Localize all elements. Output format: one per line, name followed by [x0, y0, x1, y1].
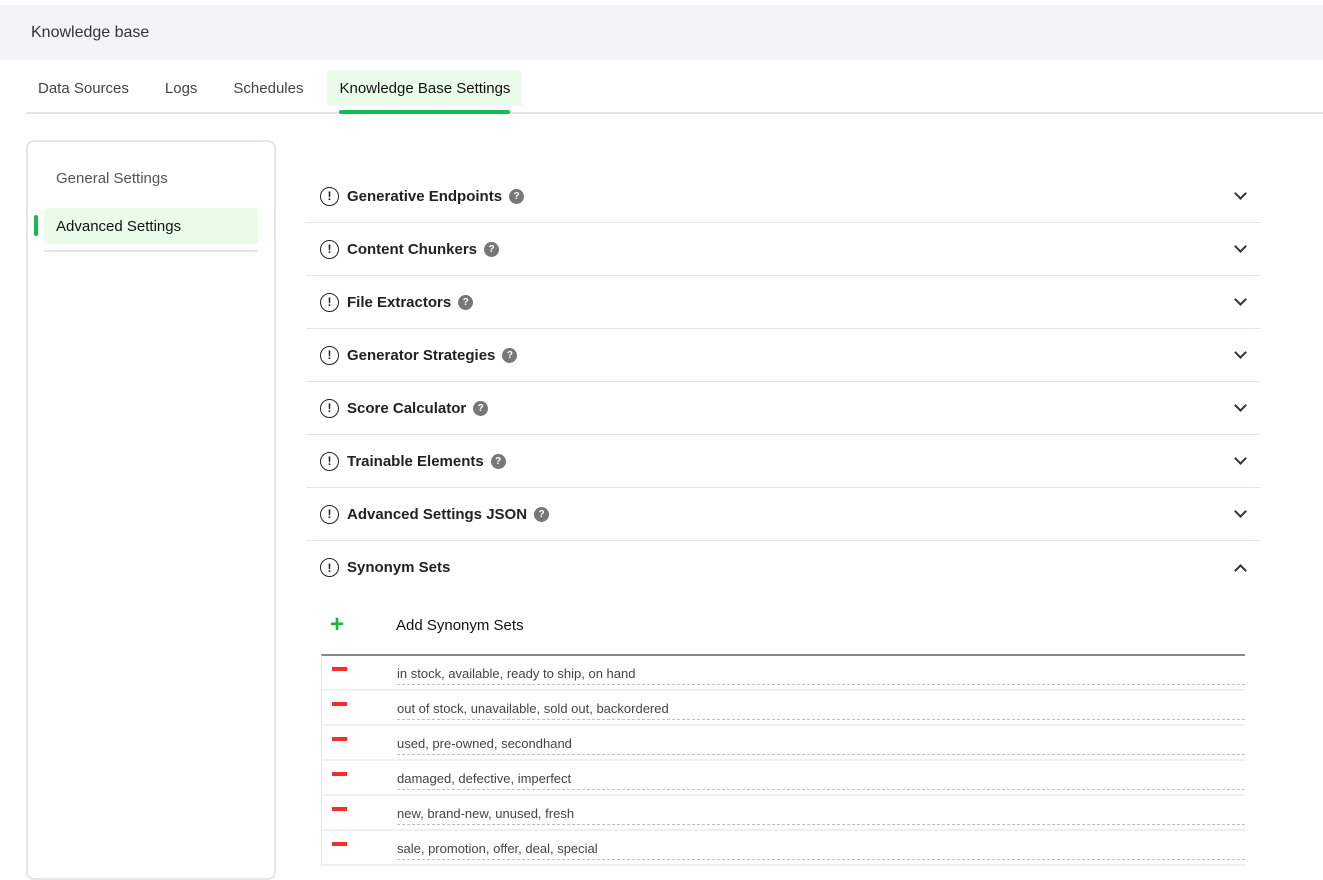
- settings-sections: ! Generative Endpoints?! Content Chunkers?…: [306, 170, 1261, 594]
- alert-icon: !: [320, 504, 339, 524]
- synonym-set-input[interactable]: in stock, available, ready to ship, on h…: [397, 660, 1245, 685]
- section-title: File Extractors: [347, 293, 452, 311]
- section-title: Advanced Settings JSON: [347, 505, 528, 523]
- section-generative-endpoints[interactable]: ! Generative Endpoints?: [306, 170, 1261, 223]
- help-icon[interactable]: ?: [473, 400, 489, 416]
- alert-icon: !: [320, 345, 339, 365]
- settings-sidebar: General Settings Advanced Settings: [26, 140, 276, 880]
- help-icon[interactable]: ?: [484, 241, 500, 257]
- page-title: Knowledge base: [31, 23, 150, 41]
- tab-bar: Data Sources Logs Schedules Knowledge Ba…: [26, 70, 1323, 114]
- section-generator-strategies[interactable]: ! Generator Strategies?: [306, 329, 1261, 382]
- table-row: in stock, available, ready to ship, on h…: [322, 656, 1245, 691]
- sidebar-item-advanced-settings[interactable]: Advanced Settings: [44, 208, 258, 244]
- table-row: damaged, defective, imperfect: [322, 761, 1245, 796]
- chevron-down-icon[interactable]: [1234, 505, 1247, 518]
- section-title: Content Chunkers: [347, 240, 478, 258]
- help-icon[interactable]: ?: [509, 188, 525, 204]
- synonym-set-input[interactable]: damaged, defective, imperfect: [397, 765, 1245, 790]
- synonym-sets-table: in stock, available, ready to ship, on h…: [321, 654, 1245, 866]
- add-synonym-label: Add Synonym Sets: [396, 616, 524, 634]
- help-icon[interactable]: ?: [458, 294, 474, 310]
- help-icon[interactable]: ?: [534, 506, 550, 522]
- tab-data-sources[interactable]: Data Sources: [38, 79, 129, 97]
- section-trainable-elements[interactable]: ! Trainable Elements?: [306, 435, 1261, 488]
- chevron-down-icon[interactable]: [1234, 399, 1247, 412]
- tab-logs[interactable]: Logs: [164, 79, 198, 97]
- remove-icon[interactable]: [332, 771, 347, 776]
- section-title: Generator Strategies: [347, 346, 496, 364]
- alert-icon: !: [320, 451, 339, 471]
- synonym-set-input[interactable]: out of stock, unavailable, sold out, bac…: [397, 695, 1245, 720]
- active-indicator: [34, 215, 38, 236]
- section-synonym-sets[interactable]: ! Synonym Sets: [306, 541, 1261, 594]
- sidebar-item-general-settings[interactable]: General Settings: [56, 169, 168, 187]
- chevron-up-icon[interactable]: [1234, 563, 1247, 577]
- section-score-calculator[interactable]: ! Score Calculator?: [306, 382, 1261, 435]
- chevron-down-icon[interactable]: [1234, 293, 1247, 306]
- remove-icon[interactable]: [332, 666, 347, 671]
- section-advanced-settings-json[interactable]: ! Advanced Settings JSON?: [306, 488, 1261, 541]
- tab-knowledge-base-settings[interactable]: Knowledge Base Settings: [327, 70, 523, 114]
- remove-icon[interactable]: [332, 841, 347, 846]
- alert-icon: !: [320, 558, 339, 577]
- help-icon[interactable]: ?: [490, 453, 506, 469]
- section-title: Synonym Sets: [347, 559, 451, 576]
- table-row: sale, promotion, offer, deal, special: [322, 831, 1245, 866]
- table-row: out of stock, unavailable, sold out, bac…: [322, 691, 1245, 726]
- section-title: Trainable Elements: [347, 452, 484, 470]
- synonym-set-input[interactable]: new, brand-new, unused, fresh: [397, 800, 1245, 825]
- divider: [44, 250, 258, 252]
- remove-icon[interactable]: [332, 806, 347, 811]
- section-title: Generative Endpoints: [347, 187, 503, 205]
- alert-icon: !: [320, 398, 339, 418]
- alert-icon: !: [320, 186, 339, 206]
- tab-schedules[interactable]: Schedules: [233, 79, 304, 97]
- synonym-set-input[interactable]: sale, promotion, offer, deal, special: [397, 835, 1245, 860]
- remove-icon[interactable]: [332, 736, 347, 741]
- alert-icon: !: [320, 292, 339, 312]
- remove-icon[interactable]: [332, 701, 347, 706]
- section-content-chunkers[interactable]: ! Content Chunkers?: [306, 223, 1261, 276]
- page-header: Knowledge base: [0, 5, 1323, 60]
- synonym-set-input[interactable]: used, pre-owned, secondhand: [397, 730, 1245, 755]
- section-title: Score Calculator: [347, 399, 467, 417]
- table-row: used, pre-owned, secondhand: [322, 726, 1245, 761]
- alert-icon: !: [320, 239, 339, 259]
- help-icon[interactable]: ?: [502, 347, 518, 363]
- chevron-down-icon[interactable]: [1234, 240, 1247, 253]
- add-synonym-set-button[interactable]: + Add Synonym Sets: [321, 608, 1245, 642]
- section-file-extractors[interactable]: ! File Extractors?: [306, 276, 1261, 329]
- chevron-down-icon[interactable]: [1234, 452, 1247, 465]
- table-row: new, brand-new, unused, fresh: [322, 796, 1245, 831]
- chevron-down-icon[interactable]: [1234, 187, 1247, 200]
- chevron-down-icon[interactable]: [1234, 346, 1247, 359]
- plus-icon[interactable]: +: [330, 611, 345, 638]
